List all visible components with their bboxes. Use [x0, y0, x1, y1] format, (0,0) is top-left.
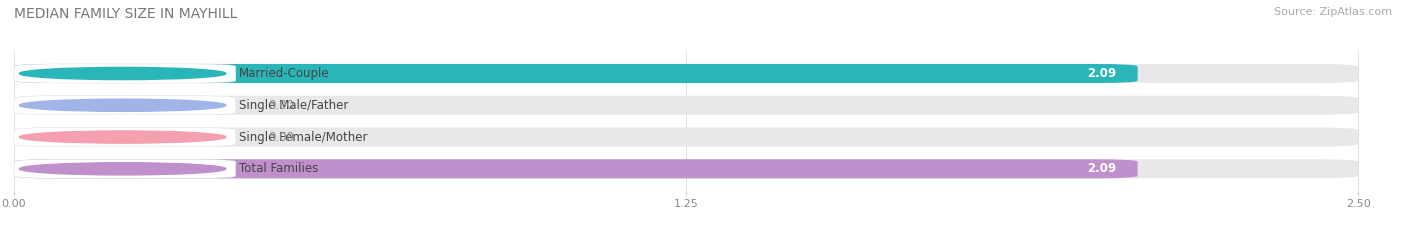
Text: 0.00: 0.00: [269, 130, 294, 144]
FancyBboxPatch shape: [14, 64, 236, 83]
Text: Total Families: Total Families: [239, 162, 319, 175]
Circle shape: [20, 99, 226, 111]
Circle shape: [20, 163, 226, 175]
FancyBboxPatch shape: [14, 159, 236, 178]
FancyBboxPatch shape: [14, 96, 236, 115]
FancyBboxPatch shape: [14, 159, 1137, 178]
FancyBboxPatch shape: [14, 96, 1358, 115]
FancyBboxPatch shape: [14, 64, 1137, 83]
Text: Source: ZipAtlas.com: Source: ZipAtlas.com: [1274, 7, 1392, 17]
Text: Single Male/Father: Single Male/Father: [239, 99, 349, 112]
FancyBboxPatch shape: [14, 64, 1358, 83]
FancyBboxPatch shape: [14, 159, 1358, 178]
Text: Married-Couple: Married-Couple: [239, 67, 330, 80]
Circle shape: [20, 131, 226, 143]
Text: 2.09: 2.09: [1087, 67, 1116, 80]
FancyBboxPatch shape: [14, 127, 1358, 147]
Text: MEDIAN FAMILY SIZE IN MAYHILL: MEDIAN FAMILY SIZE IN MAYHILL: [14, 7, 238, 21]
FancyBboxPatch shape: [14, 127, 236, 147]
Circle shape: [20, 67, 226, 80]
Text: 0.00: 0.00: [269, 99, 294, 112]
Text: 2.09: 2.09: [1087, 162, 1116, 175]
Text: Single Female/Mother: Single Female/Mother: [239, 130, 368, 144]
